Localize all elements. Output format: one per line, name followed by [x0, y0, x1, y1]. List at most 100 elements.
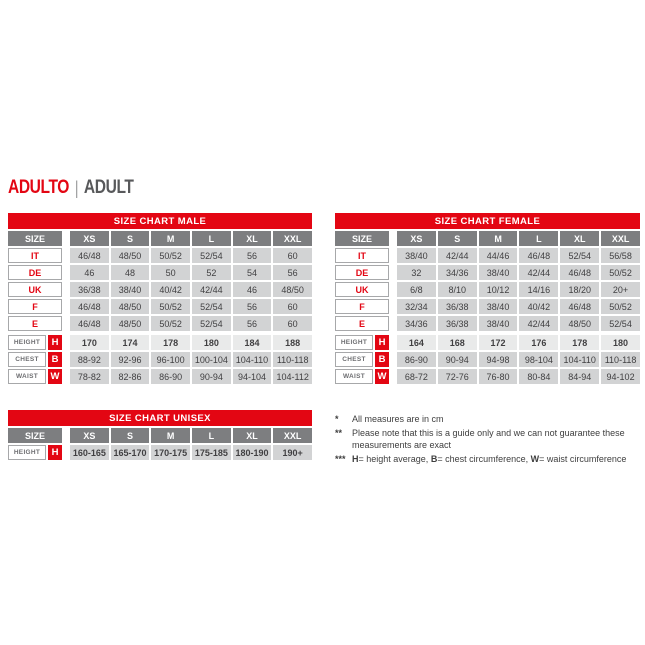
- footnote-marker: *: [335, 414, 339, 424]
- column-header-cell: L: [519, 231, 559, 246]
- size-value-cell: 46/48: [70, 316, 109, 331]
- size-value-cell: 50/52: [151, 316, 190, 331]
- size-row: F 46/48 48/50 50/52 52/54 56 60: [8, 299, 312, 314]
- column-header-cell: L: [192, 231, 231, 246]
- size-value-cell: 52/54: [192, 248, 231, 263]
- footnote-text-part: Please note that this is a guide only an…: [352, 427, 625, 451]
- footnote-text-part: = height average,: [358, 453, 431, 464]
- measure-value-cell: 188: [273, 335, 312, 350]
- table-title-bar: SIZE CHART MALE: [8, 213, 312, 229]
- size-value-cell: 36/38: [437, 299, 477, 314]
- measure-value-cell: 98-104: [519, 352, 559, 367]
- measure-value-cell: 94-98: [478, 352, 518, 367]
- size-value-cell: 56: [232, 316, 272, 331]
- column-gap: [64, 428, 68, 443]
- size-value-cell: 46/48: [560, 299, 600, 314]
- measure-badge: H: [48, 445, 62, 460]
- measure-row: WAIST W 68-72 72-76 76-80 80-84 84-94 94-102: [335, 369, 640, 384]
- column-header-cell: XXL: [601, 231, 640, 246]
- size-system-label: IT: [8, 248, 62, 263]
- measure-label: HEIGHT: [8, 445, 46, 460]
- measure-value-cell: 180-190: [232, 445, 272, 460]
- size-value-cell: 10/12: [478, 282, 518, 297]
- size-value-cell: 54: [232, 265, 272, 280]
- size-value-cell: 50/52: [601, 299, 640, 314]
- column-gap: [391, 316, 395, 331]
- measure-value-cell: 100-104: [192, 352, 231, 367]
- size-value-cell: 48/50: [110, 299, 150, 314]
- measure-label: HEIGHT: [8, 335, 46, 350]
- size-system-label: UK: [335, 282, 389, 297]
- column-header-cell: XS: [70, 231, 109, 246]
- measure-value-cell: 80-84: [519, 369, 559, 384]
- page-title-separator: |: [74, 177, 79, 198]
- footnote-text-part: H: [352, 453, 359, 464]
- size-header-cell: SIZE: [8, 231, 62, 246]
- size-value-cell: 32/34: [397, 299, 436, 314]
- size-value-cell: 48: [110, 265, 150, 280]
- measure-value-cell: 94-104: [232, 369, 272, 384]
- column-gap: [64, 369, 68, 384]
- footnote-row: ** Please note that this is a guide only …: [335, 427, 641, 452]
- size-row: UK 6/8 8/10 10/12 14/16 18/20 20+: [335, 282, 640, 297]
- size-value-cell: 32: [397, 265, 436, 280]
- measure-badge: W: [48, 369, 62, 384]
- size-chart-female-table: SIZE CHART FEMALE SIZE XS S M L XL XXL IT 38/40 42…: [335, 213, 640, 386]
- measure-value-cell: 86-90: [397, 352, 436, 367]
- column-gap: [391, 231, 395, 246]
- column-header-cell: XL: [560, 231, 600, 246]
- column-gap: [64, 282, 68, 297]
- size-row: E 34/36 36/38 38/40 42/44 48/50 52/54: [335, 316, 640, 331]
- page-title: ADULTO | ADULT: [8, 176, 134, 200]
- size-value-cell: 56/58: [601, 248, 640, 263]
- measure-value-cell: 164: [397, 335, 436, 350]
- measure-value-cell: 104-110: [232, 352, 272, 367]
- size-value-cell: 34/36: [437, 265, 477, 280]
- column-header-cell: XS: [70, 428, 109, 443]
- measure-value-cell: 170-175: [151, 445, 190, 460]
- column-gap: [391, 299, 395, 314]
- size-value-cell: 56: [273, 265, 312, 280]
- column-gap: [391, 352, 395, 367]
- measure-value-cell: 104-110: [560, 352, 600, 367]
- measure-value-cell: 170: [70, 335, 109, 350]
- size-system-label: DE: [8, 265, 62, 280]
- size-value-cell: 60: [273, 248, 312, 263]
- size-row: DE 46 48 50 52 54 56: [8, 265, 312, 280]
- size-value-cell: 48/50: [110, 248, 150, 263]
- column-header-cell: M: [151, 231, 190, 246]
- size-value-cell: 38/40: [478, 316, 518, 331]
- size-value-cell: 40/42: [519, 299, 559, 314]
- size-value-cell: 48/50: [560, 316, 600, 331]
- size-value-cell: 38/40: [478, 265, 518, 280]
- size-value-cell: 20+: [601, 282, 640, 297]
- measure-value-cell: 110-118: [601, 352, 640, 367]
- size-value-cell: 6/8: [397, 282, 436, 297]
- size-value-cell: 50: [151, 265, 190, 280]
- measure-value-cell: 90-94: [437, 352, 477, 367]
- column-gap: [64, 265, 68, 280]
- measure-value-cell: 180: [601, 335, 640, 350]
- measure-value-cell: 190+: [273, 445, 312, 460]
- size-value-cell: 56: [232, 299, 272, 314]
- column-gap: [391, 335, 395, 350]
- column-gap: [391, 282, 395, 297]
- footnote-text-part: B: [430, 453, 438, 464]
- size-row: DE 32 34/36 38/40 42/44 46/48 50/52: [335, 265, 640, 280]
- size-value-cell: 56: [232, 248, 272, 263]
- size-value-cell: 46/48: [70, 299, 109, 314]
- size-system-label: IT: [335, 248, 389, 263]
- footnote-text: H= height average, B= chest circumferenc…: [352, 453, 641, 466]
- measure-value-cell: 92-96: [110, 352, 150, 367]
- measure-label: WAIST: [8, 369, 46, 384]
- measure-badge: B: [48, 352, 62, 367]
- column-gap: [391, 369, 395, 384]
- measure-row: CHEST B 88-92 92-96 96-100 100-104 104-110 110-…: [8, 352, 312, 367]
- measure-value-cell: 168: [437, 335, 477, 350]
- footnote-text-part: = chest circumference,: [437, 453, 531, 464]
- measure-row: HEIGHT H 170 174 178 180 184 188: [8, 335, 312, 350]
- measure-value-cell: 104-112: [273, 369, 312, 384]
- measure-value-cell: 180: [192, 335, 231, 350]
- column-header-cell: M: [151, 428, 190, 443]
